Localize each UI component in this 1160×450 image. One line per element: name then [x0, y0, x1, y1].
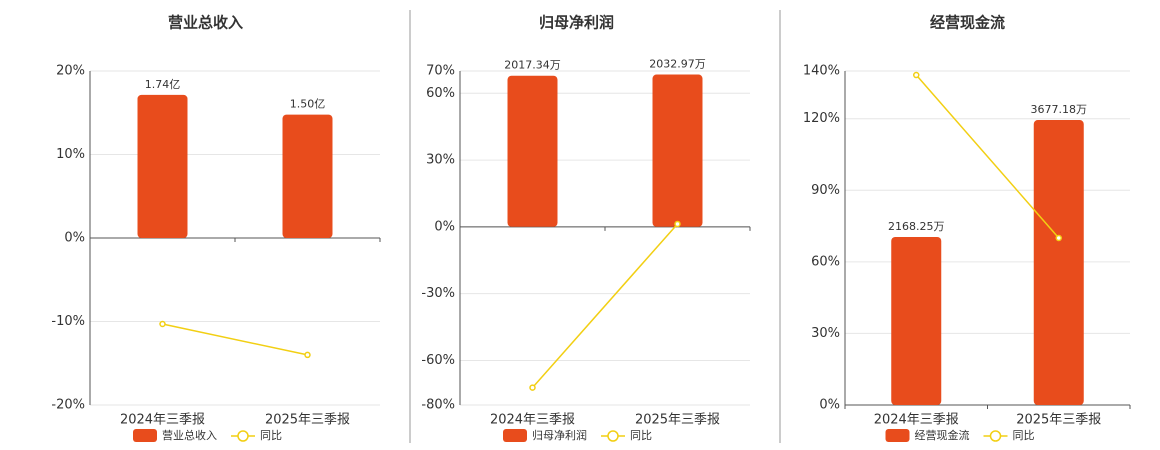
legend-swatch — [885, 429, 910, 442]
legend-label: 同比 — [630, 429, 652, 442]
legend-swatch — [989, 430, 1002, 442]
point — [529, 384, 536, 391]
data-label: 1.74亿 — [145, 78, 181, 91]
y-tick-label: 10% — [56, 147, 85, 162]
data-label: 2017.34万 — [504, 59, 561, 72]
chart-title: 归母净利润 — [539, 14, 614, 32]
y-tick-label: 30% — [426, 153, 455, 168]
legend-label: 经营现金流 — [915, 428, 970, 442]
point — [913, 71, 920, 79]
y-tick-label: 140% — [803, 64, 840, 79]
y-tick-label: 60% — [811, 254, 840, 269]
chart-title: 经营现金流 — [930, 14, 1005, 32]
bar — [137, 94, 188, 238]
y-tick-label: 70% — [426, 64, 455, 79]
y-tick-label: 90% — [811, 183, 840, 198]
y-tick-label: 120% — [803, 111, 840, 126]
chart-title: 营业总收入 — [168, 14, 243, 32]
y-tick-label: 30% — [811, 326, 840, 341]
data-label: 3677.18万 — [1031, 103, 1088, 116]
point — [159, 320, 166, 328]
data-label: 1.50亿 — [290, 98, 326, 111]
legend-swatch — [237, 430, 249, 442]
x-tick-label: 2024年三季报 — [874, 413, 959, 428]
x-tick-label: 2025年三季报 — [635, 413, 720, 428]
y-tick-label: -30% — [421, 286, 455, 301]
x-tick-label: 2024年三季报 — [120, 413, 205, 428]
data-label: 2168.25万 — [888, 220, 945, 233]
line — [531, 223, 679, 389]
legend-swatch — [133, 429, 157, 442]
bar — [1033, 120, 1084, 405]
bar — [891, 236, 942, 405]
bar — [282, 114, 333, 238]
x-tick-label: 2025年三季报 — [1016, 413, 1101, 428]
data-label: 2032.97万 — [649, 58, 706, 71]
y-tick-label: 0% — [434, 219, 455, 234]
y-tick-label: -60% — [421, 353, 455, 368]
legend-label: 归母净利润 — [532, 428, 587, 442]
bar — [652, 74, 703, 227]
legend-label: 同比 — [1013, 429, 1035, 442]
point — [304, 351, 311, 359]
point — [1055, 234, 1062, 242]
legend-swatch — [503, 429, 527, 442]
legend-label: 营业总收入 — [162, 428, 217, 442]
y-tick-label: -80% — [421, 398, 455, 413]
x-tick-label: 2025年三季报 — [265, 413, 350, 428]
y-tick-label: -10% — [51, 314, 85, 329]
line — [915, 74, 1060, 239]
y-tick-label: 20% — [56, 64, 85, 79]
y-tick-label: 0% — [64, 231, 85, 246]
y-tick-label: 60% — [426, 86, 455, 101]
bar — [507, 75, 558, 227]
legend-label: 同比 — [260, 429, 282, 442]
legend-swatch — [607, 430, 619, 442]
point — [674, 220, 681, 228]
y-tick-label: 0% — [819, 398, 840, 413]
x-tick-label: 2024年三季报 — [490, 413, 575, 428]
line — [162, 323, 308, 356]
y-tick-label: -20% — [51, 398, 85, 413]
